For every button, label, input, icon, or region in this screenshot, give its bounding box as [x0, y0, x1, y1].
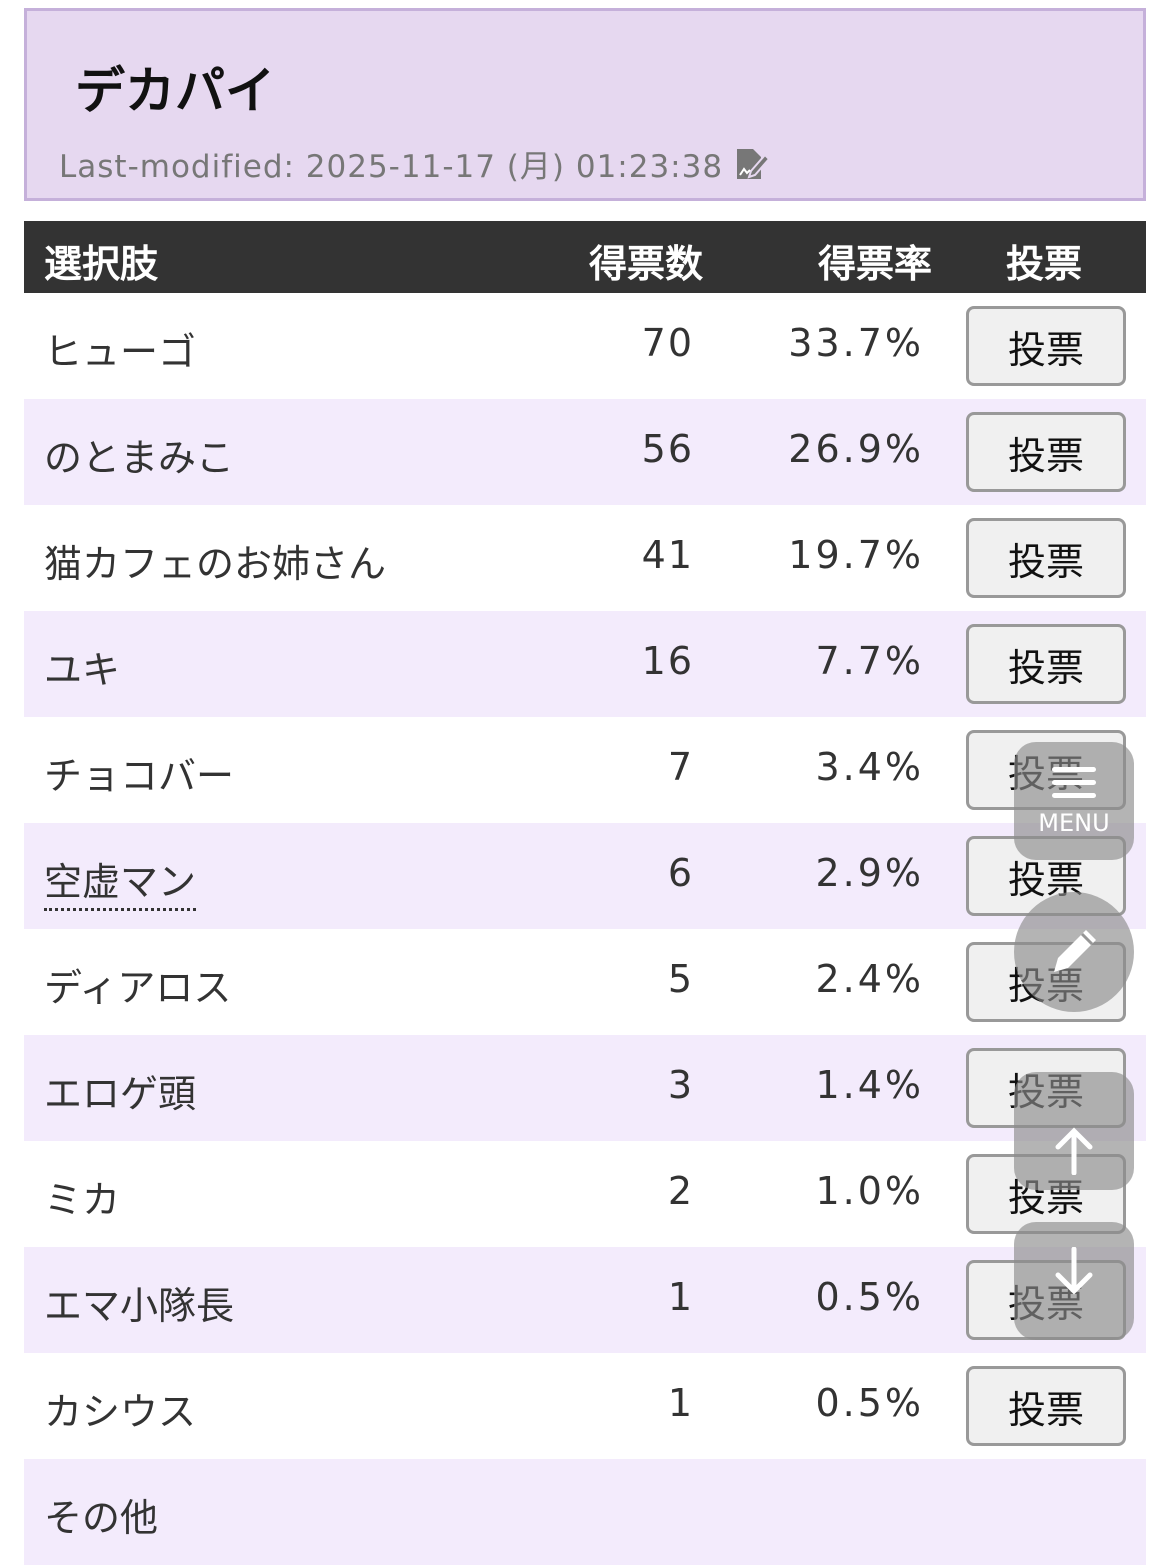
vote-count: 56 [641, 427, 694, 471]
choice-name: カシウス [44, 1390, 197, 1434]
header-choice: 選択肢 [44, 242, 159, 286]
table-row: 猫カフェのお姉さん 41 19.7% 投票 [24, 505, 1146, 611]
table-row: 空虚マン 6 2.9% 投票 [24, 823, 1146, 929]
table-header: 選択肢 得票数 得票率 投票 [24, 221, 1146, 293]
arrow-down-icon [1055, 1247, 1093, 1295]
header-votes: 得票数 [589, 242, 704, 286]
vote-count: 1 [667, 1381, 694, 1425]
header-rate: 得票率 [818, 242, 933, 286]
vote-count: 6 [667, 851, 694, 895]
menu-label: MENU [1038, 809, 1110, 837]
vote-rate: 2.4% [815, 957, 924, 1001]
vote-button[interactable]: 投票 [966, 412, 1126, 492]
choice-name: ユキ [44, 648, 121, 692]
choice-name: チョコバー [44, 754, 235, 798]
poll-table: 選択肢 得票数 得票率 投票 ヒューゴ 70 33.7% 投票 のとまみこ 56 26.9%… [24, 221, 1146, 1565]
vote-button[interactable]: 投票 [966, 1366, 1126, 1446]
edit-history-icon[interactable] [735, 147, 771, 181]
menu-button[interactable]: MENU [1014, 742, 1134, 860]
choice-name: ディアロス [44, 966, 232, 1010]
vote-count: 41 [641, 533, 694, 577]
table-row: カシウス 1 0.5% 投票 [24, 1353, 1146, 1459]
arrow-up-icon [1055, 1127, 1093, 1175]
page-title: デカパイ [75, 62, 275, 120]
vote-count: 7 [667, 745, 694, 789]
vote-rate: 7.7% [815, 639, 924, 683]
last-modified: Last-modified: 2025-11-17 (月) 01:23:38 [59, 141, 771, 186]
header-vote: 投票 [1006, 242, 1083, 286]
scroll-bottom-button[interactable] [1014, 1222, 1134, 1340]
vote-count: 70 [641, 321, 694, 365]
vote-button[interactable]: 投票 [966, 518, 1126, 598]
vote-rate: 0.5% [815, 1275, 924, 1319]
vote-button[interactable]: 投票 [966, 306, 1126, 386]
vote-count: 1 [667, 1275, 694, 1319]
choice-name: のとまみこ [44, 436, 235, 480]
pencil-icon [1054, 930, 1096, 972]
vote-rate: 26.9% [788, 427, 924, 471]
vote-rate: 19.7% [788, 533, 924, 577]
choice-name: その他 [44, 1496, 159, 1540]
vote-rate: 3.4% [815, 745, 924, 789]
vote-count: 3 [667, 1063, 694, 1107]
vote-button[interactable]: 投票 [966, 624, 1126, 704]
vote-rate: 33.7% [788, 321, 924, 365]
edit-button[interactable] [1014, 892, 1134, 1012]
menu-icon [1052, 767, 1096, 798]
choice-name: ヒューゴ [44, 330, 197, 374]
table-row: ヒューゴ 70 33.7% 投票 [24, 293, 1146, 399]
table-row: ユキ 16 7.7% 投票 [24, 611, 1146, 717]
choice-name: エマ小隊長 [44, 1284, 235, 1328]
page-header: デカパイ Last-modified: 2025-11-17 (月) 01:23… [24, 8, 1146, 201]
vote-rate: 1.4% [815, 1063, 924, 1107]
vote-rate: 2.9% [815, 851, 924, 895]
vote-rate: 1.0% [815, 1169, 924, 1213]
vote-count: 16 [641, 639, 694, 683]
table-row: その他 [24, 1459, 1146, 1565]
choice-name[interactable]: 空虚マン [44, 851, 197, 911]
choice-name: ミカ [44, 1178, 121, 1222]
vote-rate: 0.5% [815, 1381, 924, 1425]
scroll-top-button[interactable] [1014, 1072, 1134, 1190]
vote-count: 5 [667, 957, 694, 1001]
choice-name: エロゲ頭 [44, 1072, 197, 1116]
table-row: のとまみこ 56 26.9% 投票 [24, 399, 1146, 505]
table-row: ミカ 2 1.0% 投票 [24, 1141, 1146, 1247]
vote-count: 2 [667, 1169, 694, 1213]
last-modified-text: Last-modified: 2025-11-17 (月) 01:23:38 [59, 149, 724, 185]
choice-name: 猫カフェのお姉さん [44, 542, 387, 586]
